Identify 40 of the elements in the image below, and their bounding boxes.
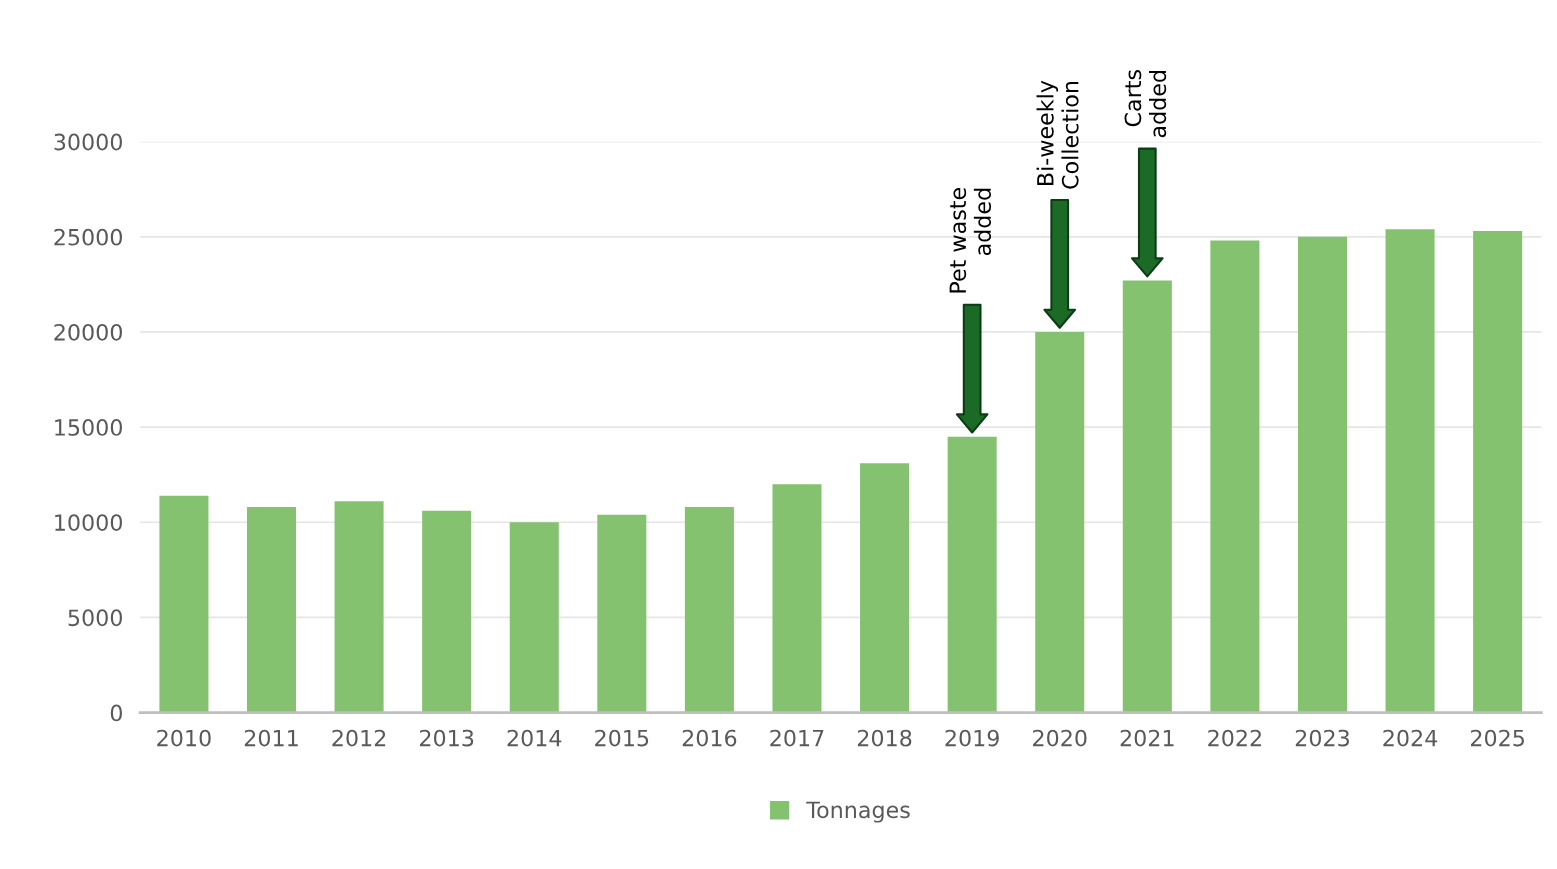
x-tick-label: 2011 [244,729,298,747]
y-tick-label: 20000 [54,323,122,341]
x-tick-label: 2020 [1033,729,1087,747]
x-tick-label: 2018 [857,729,912,747]
bar [509,522,559,713]
annotation: Pet waste added [949,188,992,293]
bar [1473,231,1523,713]
x-tick-label: 2013 [420,729,474,747]
y-tick-label: 5000 [68,609,122,627]
x-tick-label: 2022 [1208,729,1261,747]
x-tick-label: 2016 [682,729,737,747]
x-tick-label: 2023 [1295,729,1349,747]
x-tick-label: 2012 [332,729,386,747]
bar [1385,229,1435,713]
bar [1297,236,1347,713]
text: Carts added [1124,70,1167,138]
bar [1210,240,1260,713]
x-tick-label: 2021 [1120,729,1174,747]
x-tick-label: 2010 [157,729,211,747]
x-tick-label: 2024 [1383,729,1438,747]
y-tick-label: 0 [110,704,122,722]
x-tick-label: 2019 [945,729,999,747]
bar [246,507,297,713]
bar [422,510,472,713]
legend-label: Tonnages [806,801,910,823]
annotation: Bi-weekly Collection [1036,80,1079,189]
bar [772,484,822,713]
y-tick-label: 25000 [54,228,122,246]
bar [334,501,384,713]
x-tick-label: 2017 [770,729,824,747]
y-tick-label: 10000 [55,514,122,532]
bar [597,514,647,713]
y-tick-label: 30000 [54,133,122,151]
bar [684,507,734,713]
bar [159,495,209,713]
y-tick-label: 15000 [55,419,122,436]
bar [860,463,910,713]
x-tick-label: 2015 [595,729,649,747]
x-tick-label: 2014 [507,729,562,747]
x-tick-label: 2025 [1470,729,1524,747]
